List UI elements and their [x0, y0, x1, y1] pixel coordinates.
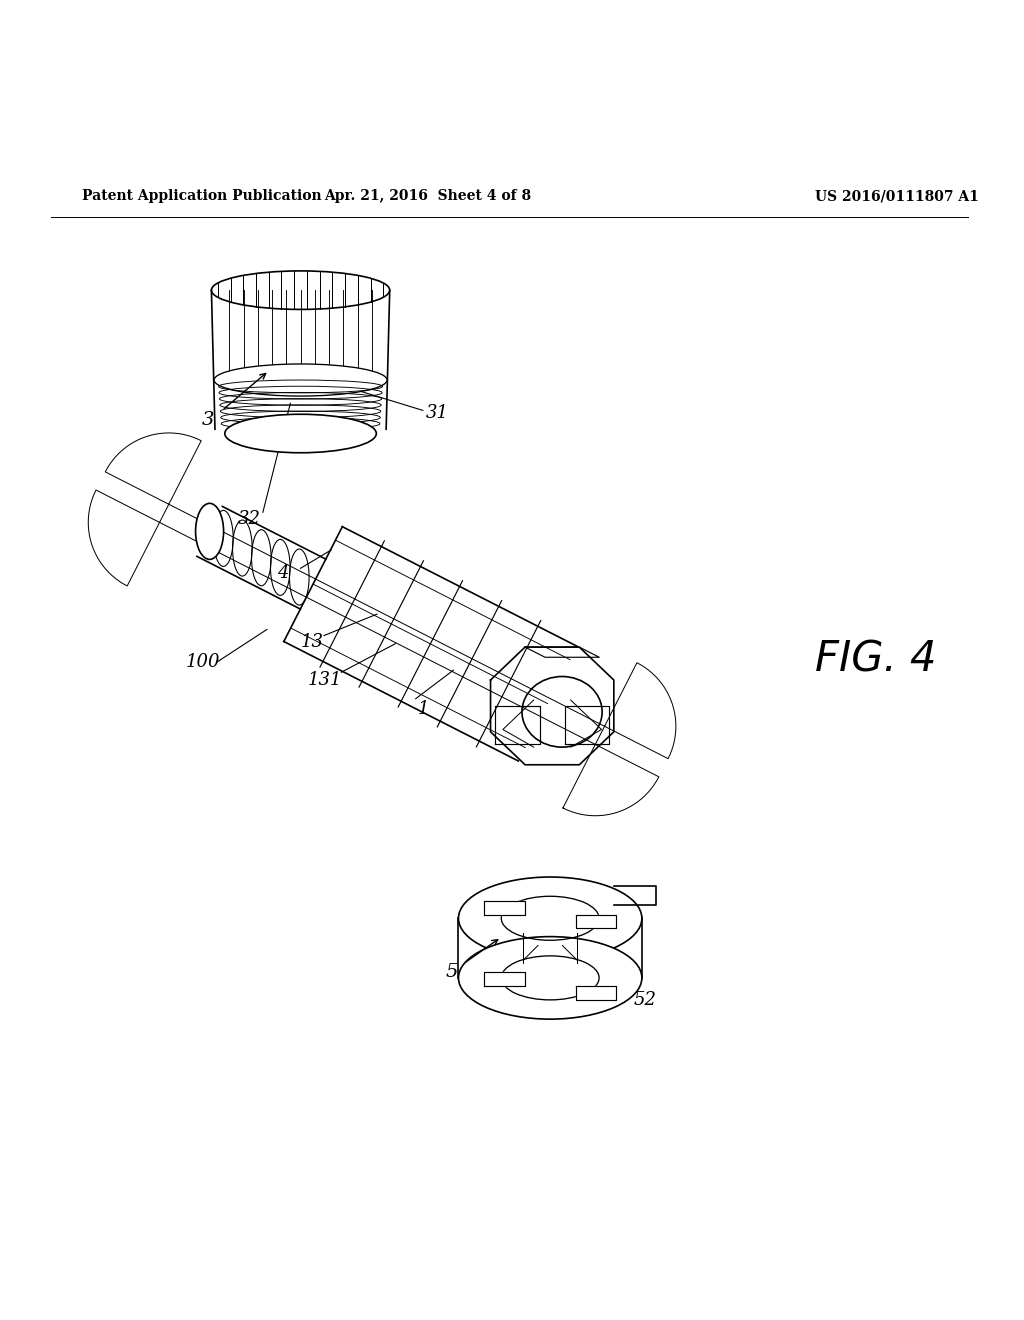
Text: 4: 4	[278, 565, 289, 582]
Polygon shape	[484, 973, 524, 986]
Text: 131: 131	[307, 672, 342, 689]
Ellipse shape	[214, 364, 387, 396]
Text: 1: 1	[418, 700, 429, 718]
Polygon shape	[575, 986, 616, 999]
Polygon shape	[575, 915, 616, 928]
Text: 31: 31	[426, 404, 449, 422]
Text: FIG. 4: FIG. 4	[815, 639, 937, 681]
Text: 52: 52	[634, 991, 656, 1010]
Ellipse shape	[211, 271, 390, 309]
Text: Patent Application Publication: Patent Application Publication	[82, 189, 322, 203]
Text: 5: 5	[445, 962, 458, 981]
Text: 3: 3	[202, 411, 214, 429]
Text: 13: 13	[301, 632, 324, 651]
Text: 32: 32	[238, 511, 260, 528]
Text: 100: 100	[185, 653, 220, 671]
Polygon shape	[484, 900, 524, 915]
Text: Apr. 21, 2016  Sheet 4 of 8: Apr. 21, 2016 Sheet 4 of 8	[325, 189, 531, 203]
Text: US 2016/0111807 A1: US 2016/0111807 A1	[815, 189, 979, 203]
Ellipse shape	[459, 876, 642, 960]
Ellipse shape	[225, 414, 377, 453]
Ellipse shape	[196, 503, 223, 560]
Ellipse shape	[459, 937, 642, 1019]
